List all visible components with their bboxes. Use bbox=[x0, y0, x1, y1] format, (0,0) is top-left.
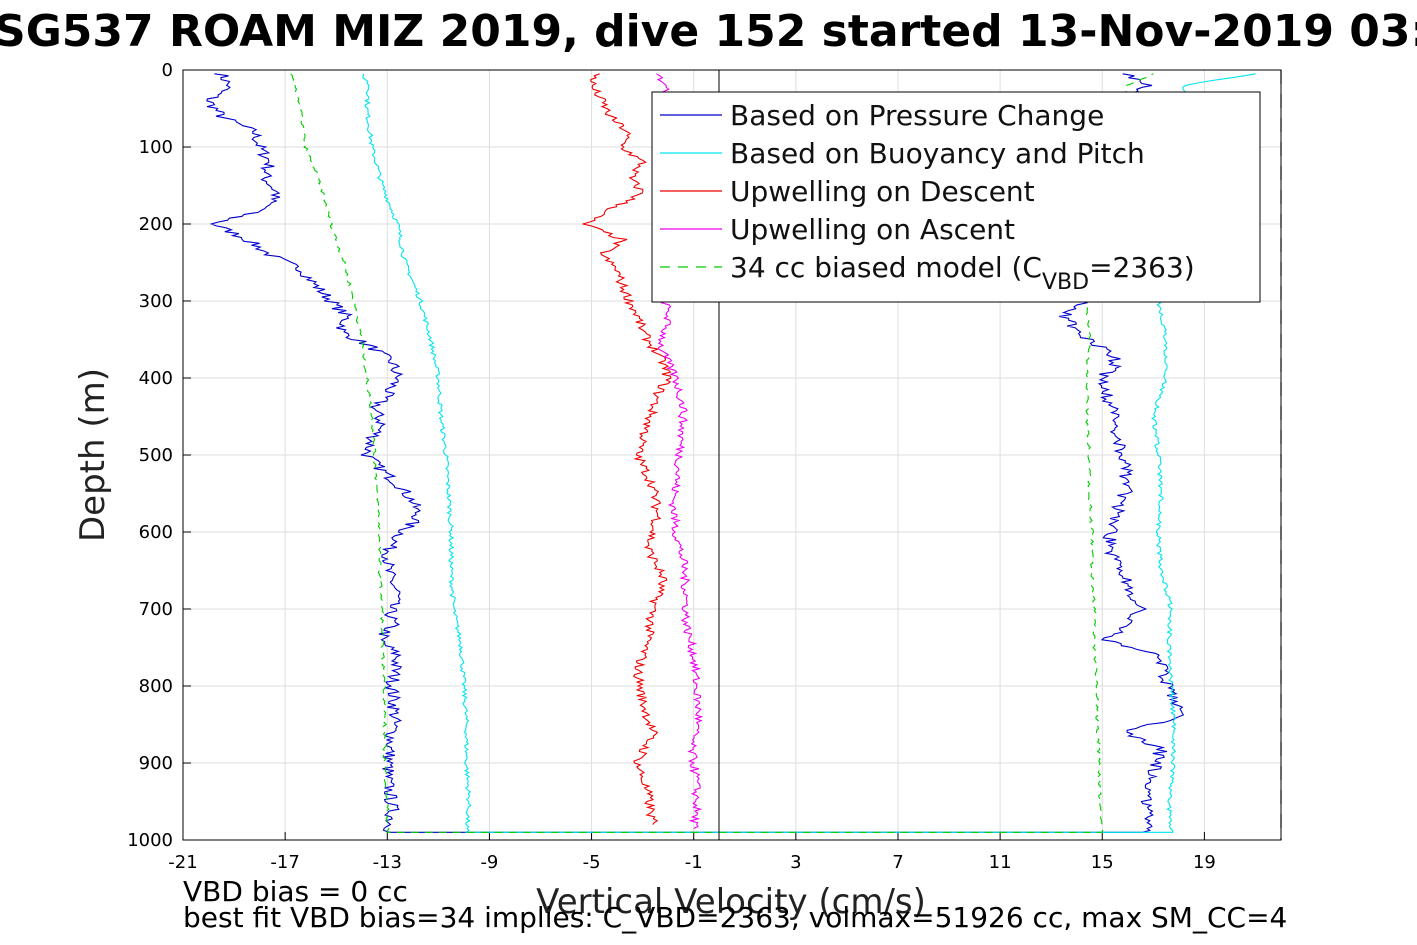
vbd-bias-note: VBD bias = 0 cc bbox=[183, 875, 408, 908]
y-tick-label: 300 bbox=[139, 291, 173, 312]
x-tick-label: -17 bbox=[270, 852, 299, 873]
series-line bbox=[290, 73, 1154, 833]
best-fit-note: best fit VBD bias=34 implies: C_VBD=2363… bbox=[183, 901, 1287, 934]
x-tick-label: 3 bbox=[790, 852, 801, 873]
series-3 bbox=[582, 73, 672, 825]
legend-text-tail: =2363) bbox=[1089, 251, 1195, 284]
legend-box bbox=[651, 91, 1261, 303]
legend: Based on Pressure Change Based on Buoyanc… bbox=[651, 91, 1261, 303]
x-tick-label: -9 bbox=[480, 852, 498, 873]
x-tick-label: 7 bbox=[892, 852, 903, 873]
x-tick-label: 11 bbox=[989, 852, 1012, 873]
y-tick-label: 700 bbox=[139, 599, 173, 620]
x-axis: -21 -17 -13 -9 -5 -1 3 7 11 15 19 bbox=[168, 832, 1216, 873]
legend-entry-4: Upwelling on Ascent bbox=[730, 213, 1015, 246]
y-tick-label: 400 bbox=[139, 368, 173, 389]
y-tick-label: 100 bbox=[139, 137, 173, 158]
series-5 bbox=[290, 73, 1154, 833]
series-line bbox=[582, 73, 672, 825]
y-axis-label: Depth (m) bbox=[73, 368, 113, 542]
legend-text: 34 cc biased model (C bbox=[730, 251, 1042, 284]
legend-entry-2: Based on Buoyancy and Pitch bbox=[730, 137, 1145, 170]
x-tick-label: -21 bbox=[168, 852, 197, 873]
legend-subscript: VBD bbox=[1042, 270, 1089, 295]
y-tick-label: 0 bbox=[162, 60, 173, 81]
x-tick-label: -13 bbox=[373, 852, 402, 873]
y-tick-label: 600 bbox=[139, 522, 173, 543]
x-tick-label: -5 bbox=[583, 852, 601, 873]
x-tick-label: 19 bbox=[1193, 852, 1216, 873]
y-tick-label: 900 bbox=[139, 753, 173, 774]
x-tick-label: -1 bbox=[685, 852, 703, 873]
series-layer bbox=[206, 73, 1256, 833]
legend-entry-1: Based on Pressure Change bbox=[730, 99, 1104, 132]
y-tick-label: 1000 bbox=[127, 830, 173, 851]
y-tick-label: 200 bbox=[139, 214, 173, 235]
x-axis-label: Vertical Velocity (cm/s) bbox=[536, 882, 926, 922]
legend-entry-3: Upwelling on Descent bbox=[730, 175, 1035, 208]
legend-entry-5: 34 cc biased model (CVBD=2363) bbox=[730, 251, 1195, 295]
x-tick-label: 15 bbox=[1091, 852, 1114, 873]
y-tick-label: 800 bbox=[139, 676, 173, 697]
y-tick-label: 500 bbox=[139, 445, 173, 466]
y-axis: 0 100 200 300 400 500 600 700 800 900 1000 bbox=[127, 60, 191, 851]
chart-title: SG537 ROAM MIZ 2019, dive 152 started 13… bbox=[0, 6, 1417, 57]
